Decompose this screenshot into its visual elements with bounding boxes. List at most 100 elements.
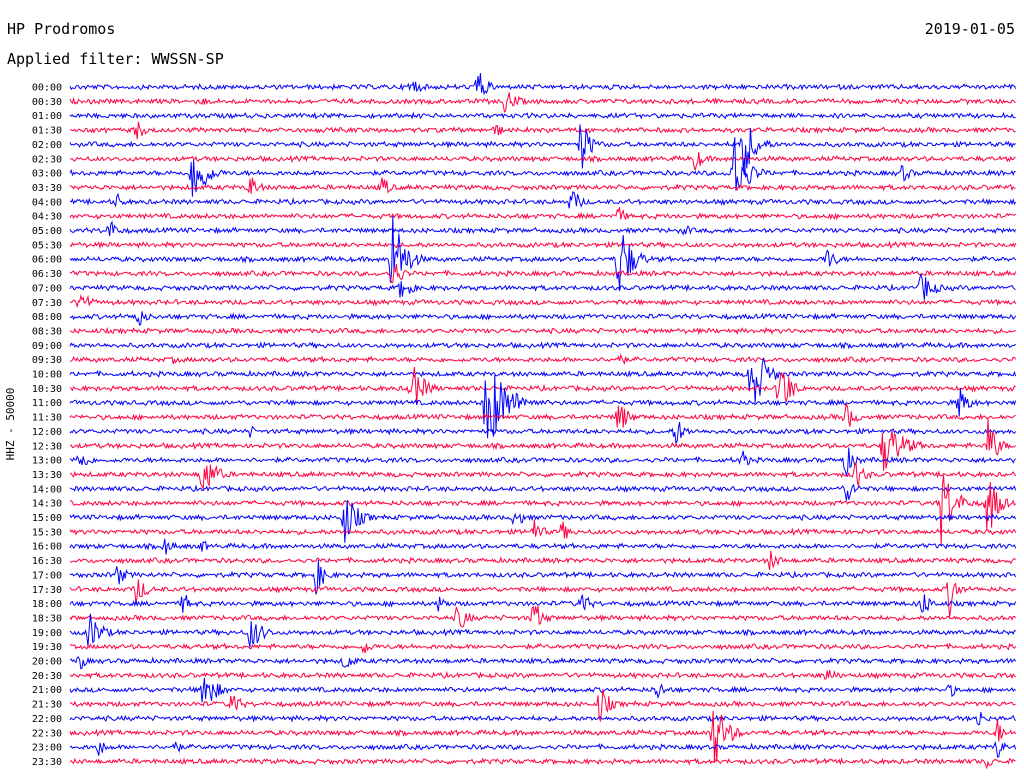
time-label-group: 00:00 00:30 01:00 01:30 02:00 02:30 03:00 03:30… [32, 83, 62, 768]
time-label: 04:30 [32, 212, 62, 223]
trace-line [69, 421, 1017, 446]
time-label: 19:00 [32, 628, 62, 639]
time-label: 00:00 [32, 83, 62, 94]
trace-line [69, 374, 1017, 439]
time-label: 00:30 [32, 97, 62, 108]
trace-line [69, 677, 1016, 703]
trace-line [69, 273, 1016, 301]
time-label: 18:00 [32, 599, 62, 610]
trace-line [69, 559, 1017, 595]
trace-line [69, 366, 1016, 406]
time-label: 06:00 [32, 255, 62, 266]
time-label: 09:00 [32, 341, 62, 352]
trace-line [69, 519, 1017, 539]
time-label: 22:30 [32, 728, 62, 739]
time-label: 08:30 [32, 326, 62, 337]
trace-group [69, 73, 1017, 770]
trace-line [69, 594, 1017, 613]
trace-line [69, 689, 1016, 723]
trace-line [69, 613, 1016, 648]
time-label: 06:30 [32, 269, 62, 280]
time-label: 08:00 [32, 312, 62, 323]
trace-line [69, 121, 1016, 140]
trace-line [69, 460, 1017, 490]
trace-line [69, 550, 1016, 570]
trace-line [69, 92, 1016, 113]
time-label: 09:30 [32, 355, 62, 366]
time-label: 03:00 [32, 169, 62, 180]
trace-line [69, 240, 1017, 250]
time-label: 23:00 [32, 743, 62, 754]
time-label: 02:00 [32, 140, 62, 151]
trace-line [69, 353, 1017, 365]
time-label: 23:30 [32, 757, 62, 768]
trace-line [69, 341, 1016, 350]
time-label: 05:00 [32, 226, 62, 237]
date-label: 2019-01-05 [924, 20, 1015, 38]
station-title: HP Prodromos [7, 20, 116, 38]
time-label: 16:30 [32, 556, 62, 567]
trace-line [69, 711, 1017, 726]
time-label: 19:30 [32, 642, 62, 653]
channel-label: HHZ - 50000 [4, 388, 17, 461]
time-label: 12:00 [32, 427, 62, 438]
trace-line [69, 670, 1016, 680]
time-label: 01:30 [32, 126, 62, 137]
trace-line [69, 137, 1016, 197]
time-label: 17:30 [32, 585, 62, 596]
filter-label: Applied filter: WWSSN-SP [7, 50, 224, 68]
time-label: 11:00 [32, 398, 62, 409]
time-label: 20:00 [32, 657, 62, 668]
time-label: 04:00 [32, 197, 62, 208]
trace-line [69, 605, 1016, 628]
time-label: 10:30 [32, 384, 62, 395]
trace-line [69, 311, 1017, 326]
time-label: 18:30 [32, 613, 62, 624]
trace-line [69, 740, 1017, 758]
trace-line [69, 152, 1016, 172]
trace-line [69, 215, 1017, 290]
trace-line [69, 357, 1017, 403]
trace-line [69, 418, 1016, 471]
time-label: 15:30 [32, 527, 62, 538]
trace-line [69, 206, 1016, 221]
time-label: 05:30 [32, 240, 62, 251]
trace-line [69, 403, 1016, 428]
trace-line [69, 264, 1017, 284]
trace-line [69, 220, 1017, 237]
time-label: 07:30 [32, 298, 62, 309]
time-label: 11:30 [32, 413, 62, 424]
time-label: 07:00 [32, 283, 62, 294]
time-label: 13:30 [32, 470, 62, 481]
time-label: 15:00 [32, 513, 62, 524]
time-label: 14:00 [32, 484, 62, 495]
trace-line [69, 656, 1017, 670]
trace-line [69, 757, 1016, 770]
trace-line [69, 124, 1016, 176]
time-label: 21:30 [32, 700, 62, 711]
time-label: 01:00 [32, 111, 62, 122]
time-label: 12:30 [32, 441, 62, 452]
trace-line [69, 191, 1017, 209]
trace-line [69, 538, 1017, 555]
time-label: 16:00 [32, 542, 62, 553]
trace-line [69, 579, 1016, 618]
time-label: 02:30 [32, 154, 62, 165]
time-label: 22:00 [32, 714, 62, 725]
trace-line [69, 447, 1016, 476]
trace-line [69, 111, 1016, 120]
trace-line [69, 177, 1016, 194]
time-label: 21:00 [32, 685, 62, 696]
time-label: 10:00 [32, 370, 62, 381]
time-label: 03:30 [32, 183, 62, 194]
trace-line [69, 499, 1017, 543]
time-label: 17:00 [32, 570, 62, 581]
trace-line [69, 475, 1016, 545]
trace-line [69, 293, 1017, 309]
time-label: 20:30 [32, 671, 62, 682]
trace-line [69, 73, 1017, 96]
time-label: 13:00 [32, 456, 62, 467]
time-label: 14:30 [32, 499, 62, 510]
trace-line [69, 642, 1017, 654]
